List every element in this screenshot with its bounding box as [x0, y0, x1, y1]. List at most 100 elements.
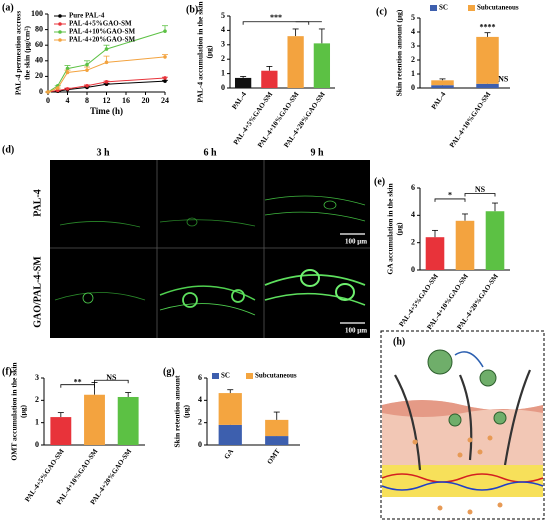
- marker: [46, 90, 50, 94]
- column-label: 6 h: [203, 147, 217, 158]
- y-tick-label: 40: [35, 56, 43, 65]
- bar-segment: [218, 393, 242, 425]
- panel-label: (d): [2, 144, 14, 155]
- x-axis-label: Time (h): [90, 106, 123, 116]
- marker: [163, 29, 167, 33]
- panel-label: (a): [2, 2, 14, 13]
- bar: [261, 70, 278, 88]
- panel-label: (h): [393, 336, 405, 347]
- x-tick-label: PAL-4: [430, 90, 448, 111]
- legend-label: SC: [439, 4, 448, 12]
- marker: [163, 79, 167, 83]
- bar: [117, 396, 139, 445]
- y-tick-label: 0: [411, 83, 415, 92]
- y-axis-label: GA accumulation in the skin: [386, 183, 395, 275]
- y-tick-label: 2: [411, 237, 415, 246]
- y-tick-label: 2: [221, 54, 225, 63]
- x-tick-label: PAL-4: [230, 90, 248, 111]
- y-axis-label: PAL-4 permeation accross: [14, 11, 23, 95]
- annotation: *: [448, 190, 452, 199]
- bar-segment: [431, 85, 454, 88]
- significance-bracket: [434, 198, 466, 202]
- marker: [55, 86, 60, 90]
- marker: [104, 47, 109, 51]
- bar: [313, 43, 331, 88]
- legend-label: PAL-4+20%GAO-SM: [69, 36, 135, 44]
- y-tick-label: 2: [198, 417, 202, 426]
- annotation: ****: [480, 23, 496, 32]
- y-tick-label: 3: [35, 373, 39, 382]
- y-axis-label: Skin retention amount (μg): [395, 9, 404, 96]
- marker: [85, 68, 89, 72]
- annotation: **: [74, 377, 82, 386]
- legend-marker: [58, 30, 62, 34]
- y-tick-label: 0: [35, 440, 39, 449]
- x-tick-label: OMT: [266, 447, 282, 466]
- stratum-corneum: [382, 400, 543, 417]
- legend-label: PAL-4+5%GAO-SM: [69, 20, 132, 28]
- image-background: [50, 160, 370, 338]
- y-tick-label: 100: [31, 9, 43, 18]
- scale-label: 100 μm: [345, 327, 367, 335]
- y-axis-label: (μg): [395, 222, 404, 235]
- legend-swatch: [430, 5, 437, 11]
- bar-segment: [476, 83, 499, 88]
- legend-label: SC: [221, 372, 230, 380]
- bar-segment: [476, 36, 499, 84]
- bar-segment: [265, 436, 289, 445]
- bar: [50, 417, 72, 445]
- marker: [163, 55, 167, 59]
- y-tick-label: 4: [411, 210, 415, 219]
- y-tick-label: 4: [221, 25, 225, 34]
- significance-bracket: [94, 379, 129, 384]
- bar: [425, 237, 445, 270]
- annotation: NS: [498, 74, 509, 83]
- bar: [234, 77, 252, 88]
- y-tick-label: 5: [221, 11, 225, 20]
- y-tick-label: 0: [198, 440, 202, 449]
- y-tick-label: 60: [35, 40, 43, 49]
- nanoparticle: [448, 413, 462, 427]
- x-tick-label: 0: [46, 96, 50, 105]
- legend-label: Subcutaneous: [477, 4, 519, 12]
- bar: [84, 394, 105, 445]
- legend-marker: [58, 14, 62, 18]
- y-tick-label: 2: [35, 395, 39, 404]
- bar-segment: [218, 424, 242, 445]
- marker: [65, 70, 70, 75]
- annotation: ***: [270, 13, 282, 22]
- significance-bracket: [464, 193, 496, 197]
- y-axis-label: (μg): [205, 45, 214, 58]
- y-tick-label: 5: [411, 13, 415, 22]
- marker: [85, 83, 89, 88]
- y-axis-label: (μg): [19, 405, 28, 418]
- arrow: [454, 351, 484, 368]
- y-tick-label: 0: [39, 87, 43, 96]
- nanoparticle: [427, 349, 453, 375]
- x-tick-label: 8: [85, 96, 89, 105]
- bar-segment: [431, 80, 454, 86]
- fluorescence: [54, 195, 366, 316]
- marker: [65, 66, 70, 71]
- legend-label: Subcutaneous: [255, 372, 297, 380]
- x-tick-label: 20: [142, 96, 150, 105]
- scale-label: 100 μm: [345, 238, 367, 246]
- y-tick-label: 3: [221, 40, 225, 49]
- y-tick-label: 2: [411, 55, 415, 64]
- y-tick-label: 6: [411, 183, 415, 192]
- x-tick-label: 12: [103, 96, 111, 105]
- legend-swatch: [212, 373, 219, 379]
- y-tick-label: 0: [221, 83, 225, 92]
- bar: [455, 220, 475, 270]
- x-tick-label: 4: [66, 96, 70, 105]
- marker: [85, 62, 89, 67]
- bar: [485, 211, 505, 270]
- marker: [104, 60, 109, 65]
- column-label: 3 h: [96, 147, 110, 158]
- y-axis-label: PAL-4 accumulation in the skin: [196, 1, 205, 103]
- y-tick-label: 80: [35, 24, 43, 33]
- significance-bracket: [60, 384, 95, 388]
- legend-label: Pure PAL-4: [69, 12, 105, 20]
- legend-label: PAL-4+10%GAO-SM: [69, 28, 135, 36]
